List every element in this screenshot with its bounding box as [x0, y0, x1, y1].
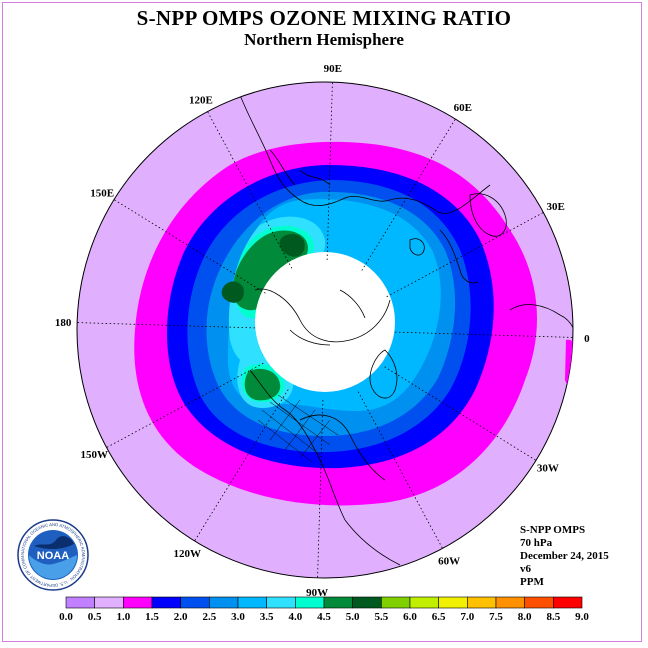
- longitude-label-1: 60E: [454, 102, 472, 114]
- longitude-labels: 90E 60E 30E 0 30W 60W 90W 120W 150W 180 150E 120E: [55, 63, 590, 599]
- ozone-contours: [134, 94, 573, 566]
- coastlines: [239, 94, 573, 566]
- info-units: PPM: [520, 576, 544, 588]
- figure-frame: [2, 2, 642, 642]
- longitude-label-8: 150W: [81, 449, 109, 461]
- meridian-0: [326, 82, 333, 261]
- info-instrument: S-NPP OMPS: [520, 524, 586, 536]
- noaa-logo: NOAA NATIONAL OCEANIC AND ATMOSPHERIC AD…: [16, 518, 89, 591]
- contour-5-0-b: [221, 281, 244, 303]
- longitude-label-5: 60W: [438, 556, 460, 568]
- map-subtitle: Northern Hemisphere: [244, 30, 404, 49]
- meridian-10: [113, 199, 266, 294]
- meridian-11: [207, 111, 293, 269]
- info-block: S-NPP OMPS 70 hPa December 24, 2015 v6 P…: [520, 524, 609, 589]
- longitude-label-10: 150E: [90, 187, 114, 199]
- meridian-3: [394, 331, 573, 338]
- longitude-label-4: 30W: [537, 463, 559, 475]
- contour-5-0: [279, 233, 305, 257]
- info-level: 70 hPa: [520, 537, 553, 549]
- info-version: v6: [520, 563, 531, 575]
- meridian-1: [361, 118, 456, 271]
- us-state-lines: [257, 394, 339, 463]
- noaa-logo-text: NOAA: [37, 550, 69, 562]
- meridian-2: [386, 212, 544, 298]
- longitude-label-3: 0: [584, 333, 590, 345]
- longitude-label-0: 90E: [324, 63, 342, 75]
- meridian-8: [106, 362, 264, 448]
- contour-4-5-b: [244, 368, 281, 401]
- contour-1-0-edge: [565, 339, 573, 387]
- longitude-label-6: 90W: [306, 587, 328, 599]
- meridian-lines: [77, 82, 573, 578]
- meridian-7: [194, 389, 289, 542]
- longitude-label-9: 180: [55, 317, 72, 329]
- map-title: S-NPP OMPS OZONE MIXING RATIO: [136, 6, 512, 30]
- meridian-9: [77, 322, 256, 329]
- polar-night-region: [255, 252, 395, 392]
- longitude-label-7: 120W: [174, 548, 202, 560]
- info-date: December 24, 2015: [520, 550, 609, 562]
- longitude-label-2: 30E: [547, 201, 565, 213]
- longitude-label-11: 120E: [189, 94, 213, 106]
- meridian-4: [384, 366, 537, 461]
- meridian-6: [317, 399, 324, 578]
- meridian-5: [357, 391, 443, 549]
